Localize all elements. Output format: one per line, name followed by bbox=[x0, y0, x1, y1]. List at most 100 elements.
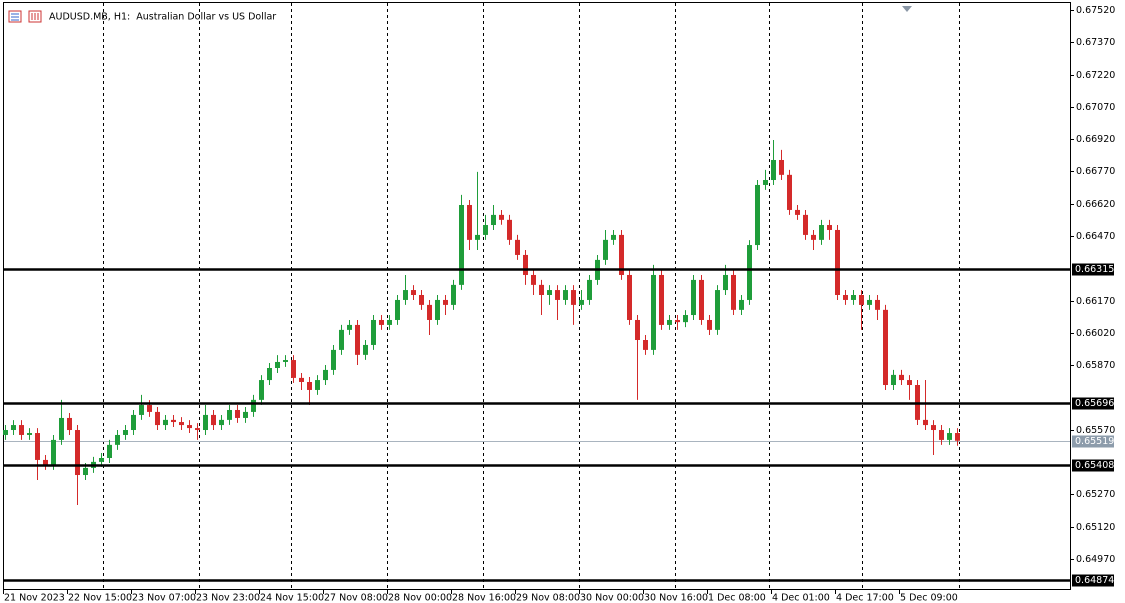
x-tick-label: 5 Dec 09:00 bbox=[900, 593, 958, 603]
current-price-label: 0.65519 bbox=[1075, 436, 1114, 447]
candle-body bbox=[819, 225, 824, 240]
x-tick-label: 28 Nov 16:00 bbox=[452, 593, 516, 603]
candle-body bbox=[275, 361, 280, 368]
level-label: 0.65408 bbox=[1075, 460, 1114, 471]
candle-body bbox=[267, 367, 272, 381]
candle-body bbox=[659, 274, 664, 325]
level-label-box bbox=[1072, 397, 1114, 410]
candle-body bbox=[691, 279, 696, 316]
candle-body bbox=[3, 430, 8, 435]
candle-body bbox=[459, 204, 464, 285]
candle-body bbox=[707, 319, 712, 330]
x-tick-label: 24 Nov 15:00 bbox=[260, 593, 324, 603]
candle-body bbox=[859, 295, 864, 305]
candle-body bbox=[67, 417, 72, 431]
candle-body bbox=[635, 319, 640, 341]
candle-body bbox=[139, 405, 144, 415]
x-tick-label: 21 Nov 2023 bbox=[4, 593, 65, 603]
y-tick-label: 0.67520 bbox=[1076, 5, 1115, 16]
candle-body bbox=[19, 425, 24, 435]
candle-body bbox=[907, 380, 912, 386]
y-tick-label: 0.65270 bbox=[1076, 489, 1115, 500]
candle-body bbox=[491, 214, 496, 226]
candle-body bbox=[603, 239, 608, 260]
candle-body bbox=[51, 439, 56, 465]
candle-body bbox=[587, 279, 592, 300]
candle-body bbox=[379, 319, 384, 325]
candle-body bbox=[363, 344, 368, 355]
candle-body bbox=[355, 324, 360, 355]
candle-body bbox=[787, 174, 792, 210]
y-tick-label: 0.65870 bbox=[1076, 360, 1115, 371]
candle-body bbox=[203, 414, 208, 431]
candle-body bbox=[547, 290, 552, 295]
candle-body bbox=[75, 430, 80, 476]
candle-body bbox=[123, 430, 128, 435]
candle-body bbox=[507, 219, 512, 240]
candle-body bbox=[867, 299, 872, 305]
candle-body bbox=[827, 225, 832, 230]
candle-body bbox=[467, 204, 472, 240]
candle-body bbox=[155, 411, 160, 426]
candle-body bbox=[195, 428, 200, 431]
y-tick-label: 0.66770 bbox=[1076, 166, 1115, 177]
candle-body bbox=[427, 304, 432, 320]
candle-body bbox=[131, 414, 136, 431]
candle-body bbox=[531, 274, 536, 285]
candle-body bbox=[923, 419, 928, 426]
x-tick-label: 4 Dec 01:00 bbox=[772, 593, 830, 603]
y-tick-label: 0.67220 bbox=[1076, 70, 1115, 81]
candle-body bbox=[211, 414, 216, 426]
candle-body bbox=[475, 234, 480, 240]
candle-body bbox=[611, 234, 616, 240]
y-tick-label: 0.67070 bbox=[1076, 102, 1115, 113]
level-label-box bbox=[1072, 263, 1114, 276]
x-tick-label: 4 Dec 17:00 bbox=[836, 593, 894, 603]
level-label-box bbox=[1072, 459, 1114, 472]
candle-body bbox=[27, 433, 32, 435]
candle-body bbox=[499, 214, 504, 220]
x-tick-label: 29 Nov 08:00 bbox=[516, 593, 580, 603]
candle-body bbox=[107, 444, 112, 459]
y-tick-label: 0.66170 bbox=[1076, 296, 1115, 307]
candle-body bbox=[451, 284, 456, 305]
candle-body bbox=[163, 419, 168, 426]
candle-body bbox=[891, 374, 896, 386]
candle-body bbox=[715, 290, 720, 330]
candle-body bbox=[219, 419, 224, 426]
candle-body bbox=[947, 433, 952, 440]
candle-body bbox=[187, 425, 192, 429]
candle-body bbox=[283, 360, 288, 362]
candle-body bbox=[875, 299, 880, 310]
candle-body bbox=[755, 184, 760, 246]
candle-body bbox=[643, 340, 648, 350]
candle-body bbox=[483, 225, 488, 235]
candle-body bbox=[235, 409, 240, 418]
candle-body bbox=[43, 459, 48, 465]
candle-body bbox=[811, 234, 816, 240]
x-tick-label: 1 Dec 08:00 bbox=[708, 593, 766, 603]
candle-body bbox=[739, 299, 744, 310]
candle-body bbox=[539, 284, 544, 295]
candle-body bbox=[443, 299, 448, 305]
candle-body bbox=[243, 411, 248, 418]
candle-body bbox=[619, 234, 624, 275]
x-tick-label: 28 Nov 00:00 bbox=[388, 593, 452, 603]
plot-frame bbox=[3, 2, 1071, 590]
candle-body bbox=[571, 290, 576, 305]
y-tick-label: 0.64970 bbox=[1076, 554, 1115, 565]
level-label-box bbox=[1072, 574, 1114, 587]
y-tick-label: 0.66620 bbox=[1076, 199, 1115, 210]
candle-body bbox=[779, 159, 784, 175]
candle-body bbox=[555, 290, 560, 300]
candle-body bbox=[147, 405, 152, 412]
candle-body bbox=[883, 309, 888, 386]
candle-body bbox=[11, 425, 16, 431]
current-price-box bbox=[1072, 435, 1114, 448]
x-tick-label: 22 Nov 15:00 bbox=[68, 593, 132, 603]
candle-body bbox=[851, 295, 856, 300]
candle-body bbox=[179, 422, 184, 426]
candle-body bbox=[515, 239, 520, 255]
candle-body bbox=[251, 399, 256, 412]
